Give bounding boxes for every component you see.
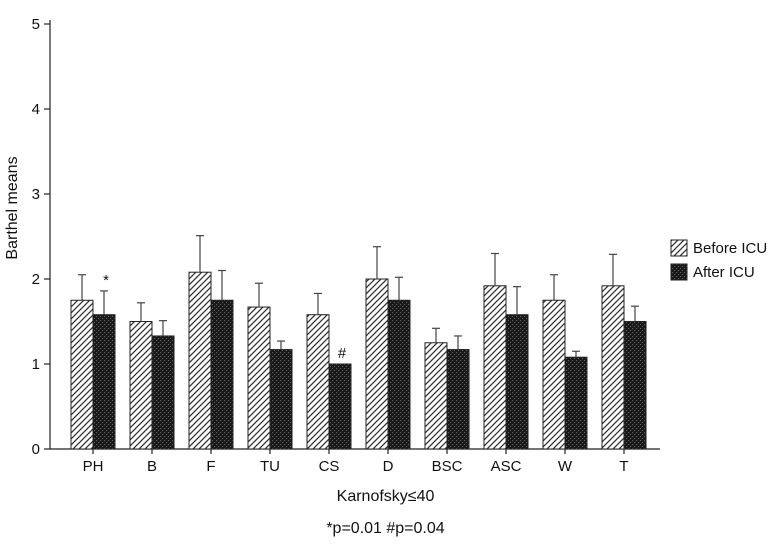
bar bbox=[623, 321, 647, 450]
legend-swatch bbox=[670, 239, 688, 257]
x-axis-title: Karnofsky≤40 bbox=[336, 488, 435, 505]
bar bbox=[70, 299, 94, 450]
bar bbox=[564, 356, 588, 450]
significance-marker: * bbox=[103, 272, 109, 289]
bar bbox=[601, 285, 625, 450]
bar bbox=[483, 285, 507, 450]
annotations: *# bbox=[103, 272, 347, 362]
bar bbox=[365, 278, 389, 450]
x-tick-label: CS bbox=[319, 458, 340, 475]
x-tick-label: PH bbox=[83, 458, 104, 475]
bar bbox=[505, 314, 529, 450]
x-tick-label: TU bbox=[260, 458, 280, 475]
bar bbox=[328, 363, 352, 450]
x-tick-label: D bbox=[383, 458, 394, 475]
x-tick-label: ASC bbox=[491, 458, 522, 475]
y-tick-label: 4 bbox=[32, 101, 40, 118]
y-axis-title: Barthel means bbox=[4, 156, 21, 259]
x-tick-label: BSC bbox=[432, 458, 463, 475]
bar bbox=[247, 306, 271, 450]
y-tick-label: 0 bbox=[32, 441, 40, 458]
bars bbox=[70, 271, 647, 450]
x-tick-label: T bbox=[619, 458, 628, 475]
x-tick-label: B bbox=[147, 458, 157, 475]
significance-marker: # bbox=[338, 345, 347, 362]
bar bbox=[306, 314, 330, 450]
bar bbox=[210, 299, 234, 450]
bar bbox=[129, 321, 153, 450]
bar bbox=[387, 299, 411, 450]
bar bbox=[446, 349, 470, 450]
significance-footnote: *p=0.01 #p=0.04 bbox=[326, 520, 445, 537]
bar bbox=[92, 314, 116, 450]
legend: Before ICU After ICU bbox=[670, 239, 767, 281]
bar bbox=[188, 271, 212, 450]
legend-label: Before ICU bbox=[693, 240, 767, 257]
axes: 0 1 2 3 4 5 PH B F TU CS D BSC ASC W T bbox=[32, 16, 660, 475]
y-tick-label: 1 bbox=[32, 356, 40, 373]
error-bars bbox=[78, 235, 639, 358]
x-tick-label: W bbox=[558, 458, 573, 475]
x-tick-label: F bbox=[206, 458, 215, 475]
bar bbox=[542, 299, 566, 450]
bar bbox=[424, 342, 448, 450]
y-tick-label: 3 bbox=[32, 186, 40, 203]
bar bbox=[151, 335, 175, 450]
y-tick-label: 2 bbox=[32, 271, 40, 288]
legend-swatch bbox=[670, 263, 688, 281]
legend-label: After ICU bbox=[693, 264, 755, 281]
bar bbox=[269, 349, 293, 450]
y-tick-label: 5 bbox=[32, 16, 40, 33]
